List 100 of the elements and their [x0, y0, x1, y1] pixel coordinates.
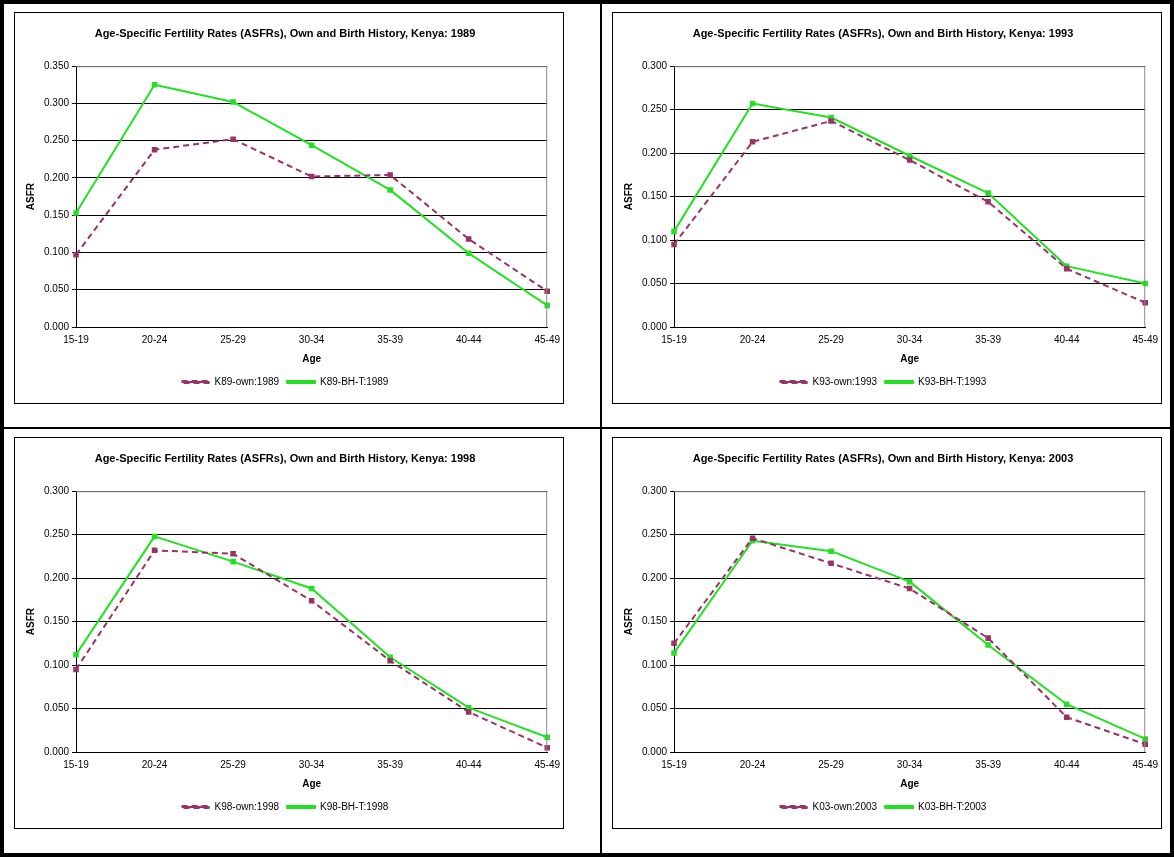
y-tick-label: 0.050 — [43, 283, 70, 295]
point — [151, 146, 158, 153]
point — [1063, 714, 1070, 720]
point — [230, 136, 236, 142]
y-tick-label: 0.050 — [43, 702, 70, 714]
y-axis-title: ASFR — [622, 607, 634, 636]
point — [749, 139, 756, 145]
x-tick-label: 45-49 — [1132, 333, 1159, 345]
point — [387, 657, 393, 664]
y-tick-label: 0.250 — [43, 134, 70, 146]
y-tick-label: 0.350 — [43, 59, 70, 71]
point — [465, 709, 472, 715]
x-tick-label: 35-39 — [975, 333, 1002, 345]
point — [230, 551, 236, 557]
point — [544, 734, 550, 740]
point — [985, 635, 991, 641]
y-axis-title: ASFR — [24, 182, 36, 211]
point — [828, 548, 834, 554]
y-tick-label: 0.100 — [641, 658, 668, 670]
point — [73, 651, 79, 658]
x-tick-label: 40-44 — [1053, 758, 1080, 770]
point — [151, 82, 158, 88]
legend-label: K03-BH-T:2003 — [918, 800, 987, 812]
y-axis-title: ASFR — [622, 182, 634, 211]
x-tick-label: 45-49 — [534, 758, 561, 770]
y-tick-label: 0.150 — [641, 615, 668, 627]
y-tick-label: 0.200 — [43, 571, 70, 583]
chart-title: Age-Specific Fertility Rates (ASFRs), Own and Birth History, Kenya: 1998 — [94, 451, 476, 464]
x-tick-label: 25-29 — [220, 333, 247, 345]
point — [828, 560, 834, 567]
point — [671, 650, 677, 656]
y-tick-label: 0.250 — [43, 528, 70, 540]
y-tick-label: 0.100 — [641, 233, 668, 245]
point — [308, 585, 315, 592]
x-tick-label: 30-34 — [896, 758, 923, 770]
y-tick-label: 0.250 — [641, 103, 668, 115]
point — [544, 744, 550, 751]
point — [544, 288, 550, 294]
x-tick-label: 40-44 — [455, 333, 482, 345]
point — [544, 302, 550, 309]
x-tick-label: 20-24 — [141, 758, 168, 770]
point — [1142, 299, 1148, 306]
x-tick-label: 30-34 — [298, 333, 325, 345]
point — [230, 558, 236, 565]
y-tick-label: 0.150 — [43, 615, 70, 627]
point — [906, 578, 913, 585]
legend-label: K98-own:1998 — [214, 800, 280, 812]
x-tick-label: 35-39 — [975, 758, 1002, 770]
y-tick-label: 0.300 — [641, 59, 668, 71]
x-tick-label: 20-24 — [141, 333, 168, 345]
legend-label: K93-own:1993 — [812, 375, 878, 387]
x-axis-title: Age — [302, 352, 322, 364]
y-tick-label: 0.250 — [641, 528, 668, 540]
y-axis-title: ASFR — [24, 607, 36, 636]
y-tick-label: 0.300 — [43, 484, 70, 496]
x-tick-label: 40-44 — [455, 758, 482, 770]
x-tick-label: 15-19 — [661, 758, 688, 770]
x-tick-label: 15-19 — [63, 333, 90, 345]
y-tick-label: 0.100 — [43, 246, 70, 258]
y-tick-label: 0.300 — [43, 97, 70, 109]
y-tick-label: 0.100 — [43, 658, 70, 670]
x-axis-title: Age — [900, 777, 920, 789]
x-tick-label: 15-19 — [63, 758, 90, 770]
legend-label: K89-BH-T:1989 — [320, 375, 389, 387]
legend-label: K03-own:2003 — [812, 800, 878, 812]
legend-label: K93-BH-T:1993 — [918, 375, 987, 387]
x-tick-label: 35-39 — [377, 333, 404, 345]
x-axis-title: Age — [302, 777, 322, 789]
x-tick-label: 20-24 — [739, 758, 766, 770]
point — [906, 157, 913, 163]
point — [1142, 280, 1148, 287]
y-tick-label: 0.000 — [43, 320, 70, 332]
point — [671, 640, 677, 647]
y-tick-label: 0.300 — [641, 484, 668, 496]
x-tick-label: 15-19 — [661, 333, 688, 345]
y-tick-label: 0.050 — [641, 702, 668, 714]
point — [387, 187, 393, 193]
point — [671, 228, 677, 235]
y-tick-label: 0.000 — [43, 745, 70, 757]
point — [308, 597, 315, 604]
point — [906, 585, 913, 592]
x-tick-label: 45-49 — [534, 333, 561, 345]
point — [1142, 741, 1148, 747]
point — [828, 118, 834, 124]
point — [151, 547, 158, 554]
y-tick-label: 0.150 — [43, 208, 70, 220]
x-tick-label: 30-34 — [298, 758, 325, 770]
y-tick-label: 0.200 — [641, 146, 668, 158]
chart-title: Age-Specific Fertility Rates (ASFRs), Own and Birth History, Kenya: 1989 — [94, 26, 476, 39]
y-tick-label: 0.150 — [641, 190, 668, 202]
point — [151, 533, 158, 540]
legend-label: K89-own:1989 — [214, 375, 280, 387]
y-tick-label: 0.200 — [641, 571, 668, 583]
x-tick-label: 45-49 — [1132, 758, 1159, 770]
y-tick-label: 0.000 — [641, 745, 668, 757]
x-tick-label: 35-39 — [377, 758, 404, 770]
point — [387, 172, 393, 178]
point — [985, 642, 991, 648]
x-tick-label: 40-44 — [1053, 333, 1080, 345]
legend-label: K98-BH-T:1998 — [320, 800, 389, 812]
